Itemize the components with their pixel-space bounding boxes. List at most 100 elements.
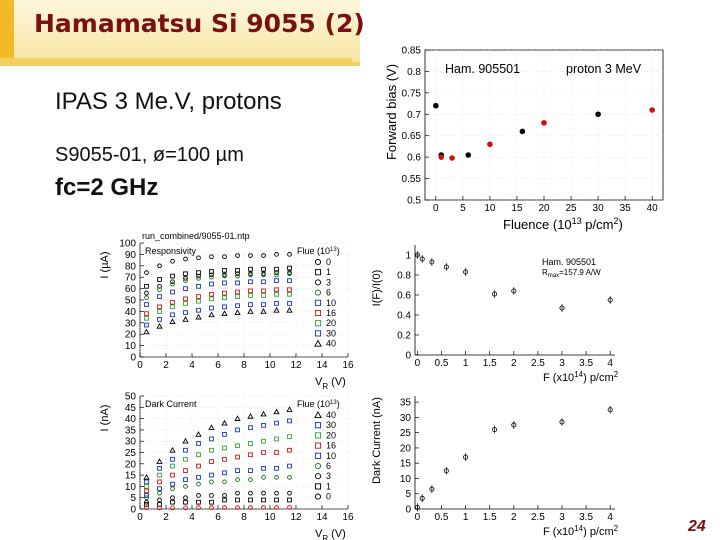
legend-marker-1 [314,269,322,276]
y-tick-label: 30 [125,437,137,448]
legend-label: 0 [326,257,331,267]
legend-label: 6 [326,461,331,471]
data-point-6 [274,475,279,480]
data-point-16 [222,290,227,296]
data-point-6 [222,273,227,279]
x-tick-label: 1 [463,358,469,369]
data-point-1 [261,266,266,272]
data-point-black [433,102,439,109]
legend-label: 16 [326,308,336,318]
data-point-40 [169,446,176,453]
y-tick-label: 0.6 [397,291,411,302]
legend-marker-40 [314,410,322,419]
x-tick-label: 10 [484,203,496,214]
data-point-0 [144,270,149,275]
data-point-40 [208,424,215,430]
x-tick-label: 2 [511,358,517,369]
data-point-20 [222,445,227,451]
data-point-40 [273,408,280,415]
data-point-6 [183,484,188,489]
y-tick-label: 10 [400,474,412,485]
data-point-30 [222,304,227,310]
x-tick-label: 10 [264,512,276,523]
data-point-40 [143,328,150,335]
data-point [511,422,517,428]
y-tick-label: 25 [400,428,412,439]
data-point-20 [248,441,253,446]
x-tick-label: 16 [342,512,354,523]
data-point-0 [209,254,214,260]
x-axis-title-unit: ) p/cm [583,372,614,384]
data-point-3 [183,275,188,281]
data-point-40 [195,431,202,437]
y-tick-label: 1 [405,251,411,262]
data-point-0 [222,254,227,260]
data-point-6 [209,274,214,280]
chart-title-right: proton 3 MeV [566,62,642,76]
data-point-0 [287,505,292,510]
x-tick-label: 10 [264,360,276,371]
data-point [419,495,425,501]
data-point-40 [286,306,293,313]
y-tick-label: 0.7 [407,110,421,121]
data-point-0 [196,255,201,261]
data-point-1 [196,499,201,505]
data-point-1 [144,283,149,289]
data-point-1 [287,265,292,271]
chart-forward-bias: 0 5 10 15 20 25 30 35 40 0.5 0.55 0.6 0.65 0.7 0.75 0.8… [384,46,664,232]
data-point-6 [209,479,214,485]
title-accent-bar [0,0,14,62]
y-tick-label: 0.2 [397,331,411,342]
legend-label: 1 [326,481,331,491]
data-point-16 [235,289,240,295]
data-point-3 [157,497,162,503]
data-point-red [438,154,445,160]
data-point-20 [170,304,175,310]
x-tick-label: 4 [189,512,195,523]
data-point-20 [235,294,240,299]
data-point-20 [157,472,162,478]
data-point-20 [144,484,149,489]
data-point-black [519,128,526,135]
data-point [414,252,420,258]
x-tick-label: 1.5 [483,358,497,369]
data-point-30 [170,312,175,318]
data-point-16 [183,296,188,302]
x-tick-label: 14 [316,360,328,371]
data-point-10 [183,286,188,291]
x-axis-title-sup: 14 [574,370,583,379]
data-point-40 [182,437,189,444]
y-tick-label: 50 [125,296,137,307]
data-point-1 [170,273,175,279]
data-point-0 [196,505,201,510]
data-point-10 [144,302,149,307]
data-point-20 [209,447,214,453]
data-point-30 [144,479,149,485]
legend-marker-20 [314,432,322,439]
x-tick-label: 1.5 [483,512,497,523]
x-tick-label: 4 [607,512,613,523]
data-point-20 [261,293,266,298]
data-point-10 [157,486,162,492]
data-point-20 [196,452,201,458]
chart-label: Dark Current [145,399,197,409]
data-point-6 [157,490,162,496]
data-point-0 [170,258,175,264]
x-tick-label: 8 [241,360,247,371]
data-point-0 [235,253,240,258]
x-axis-title-text: F (x10 [543,526,574,538]
legend-marker-40 [314,339,322,347]
data-point-10 [170,481,175,487]
y-tick-label: 25 [125,448,137,459]
data-point-16 [235,454,240,460]
data-point-16 [144,311,149,317]
data-point-40 [286,406,293,412]
data-point [607,297,613,303]
data-point-0 [235,505,240,510]
x-tick-label: 2.5 [531,512,545,523]
data-point-10 [235,468,240,473]
data-point-3 [274,490,279,496]
data-point-30 [196,441,201,446]
chart-dark-current-vs-fluence: 0 0.5 1 1.5 2 2.5 3 3.5 4 0 5 10 15 20 25 30 35 Dark Curr… [371,396,619,538]
legend-marker-10 [314,299,322,306]
